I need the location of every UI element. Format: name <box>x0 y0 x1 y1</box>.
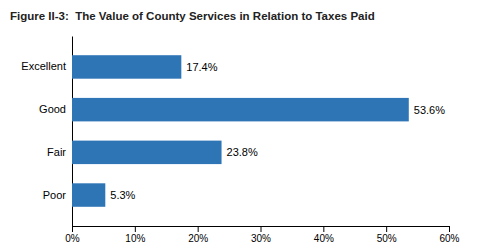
bar <box>72 98 409 121</box>
x-tick-label: 20% <box>188 233 208 244</box>
chart: Figure II-3: The Value of County Service… <box>0 0 495 252</box>
y-tick-label: Poor <box>43 189 67 201</box>
x-tick-mark <box>323 226 324 232</box>
x-tick: 10% <box>125 226 145 244</box>
bar <box>72 141 222 164</box>
x-tick-mark <box>198 226 199 232</box>
x-tick-label: 40% <box>314 233 334 244</box>
bar <box>72 183 105 206</box>
x-tick-label: 0% <box>65 233 80 244</box>
x-tick: 50% <box>377 226 397 244</box>
data-label: 17.4% <box>186 61 217 73</box>
x-tick: 20% <box>188 226 208 244</box>
y-tick-label: Fair <box>47 146 66 158</box>
x-tick-mark <box>386 226 387 232</box>
x-tick-mark <box>72 226 73 232</box>
y-axis: Poor Fair Good Excellent <box>21 37 72 227</box>
y-tick: Good <box>39 103 72 115</box>
y-tick: Poor <box>43 189 72 201</box>
data-labels: 5.3% 23.8% 53.6% 17.4% <box>110 61 445 201</box>
x-tick: 60% <box>439 226 459 244</box>
bar <box>72 55 181 78</box>
x-tick-mark <box>261 226 262 232</box>
title: Figure II-3: The Value of County Service… <box>10 10 375 22</box>
x-tick: 30% <box>251 226 271 244</box>
x-tick: 40% <box>314 226 334 244</box>
x-axis: 0% 10% 20% 30% 40% 50% 60% <box>65 226 459 244</box>
y-tick-label: Excellent <box>21 60 66 72</box>
x-axis-line <box>73 227 450 233</box>
data-label: 23.8% <box>227 146 258 158</box>
y-tick-label: Good <box>39 103 66 115</box>
x-tick-mark <box>449 226 450 232</box>
plot: 0% 10% 20% 30% 40% 50% 60% Poor Fair Good Excellen… <box>21 37 459 245</box>
data-label: 53.6% <box>414 104 445 116</box>
x-tick-mark <box>135 226 136 232</box>
y-tick: Fair <box>47 146 72 158</box>
x-tick-label: 10% <box>125 233 145 244</box>
x-tick: 0% <box>65 226 80 244</box>
x-tick-label: 30% <box>251 233 271 244</box>
x-tick-label: 60% <box>439 233 459 244</box>
y-tick: Excellent <box>21 60 72 72</box>
bars <box>72 55 409 207</box>
x-tick-label: 50% <box>377 233 397 244</box>
data-label: 5.3% <box>110 189 135 201</box>
